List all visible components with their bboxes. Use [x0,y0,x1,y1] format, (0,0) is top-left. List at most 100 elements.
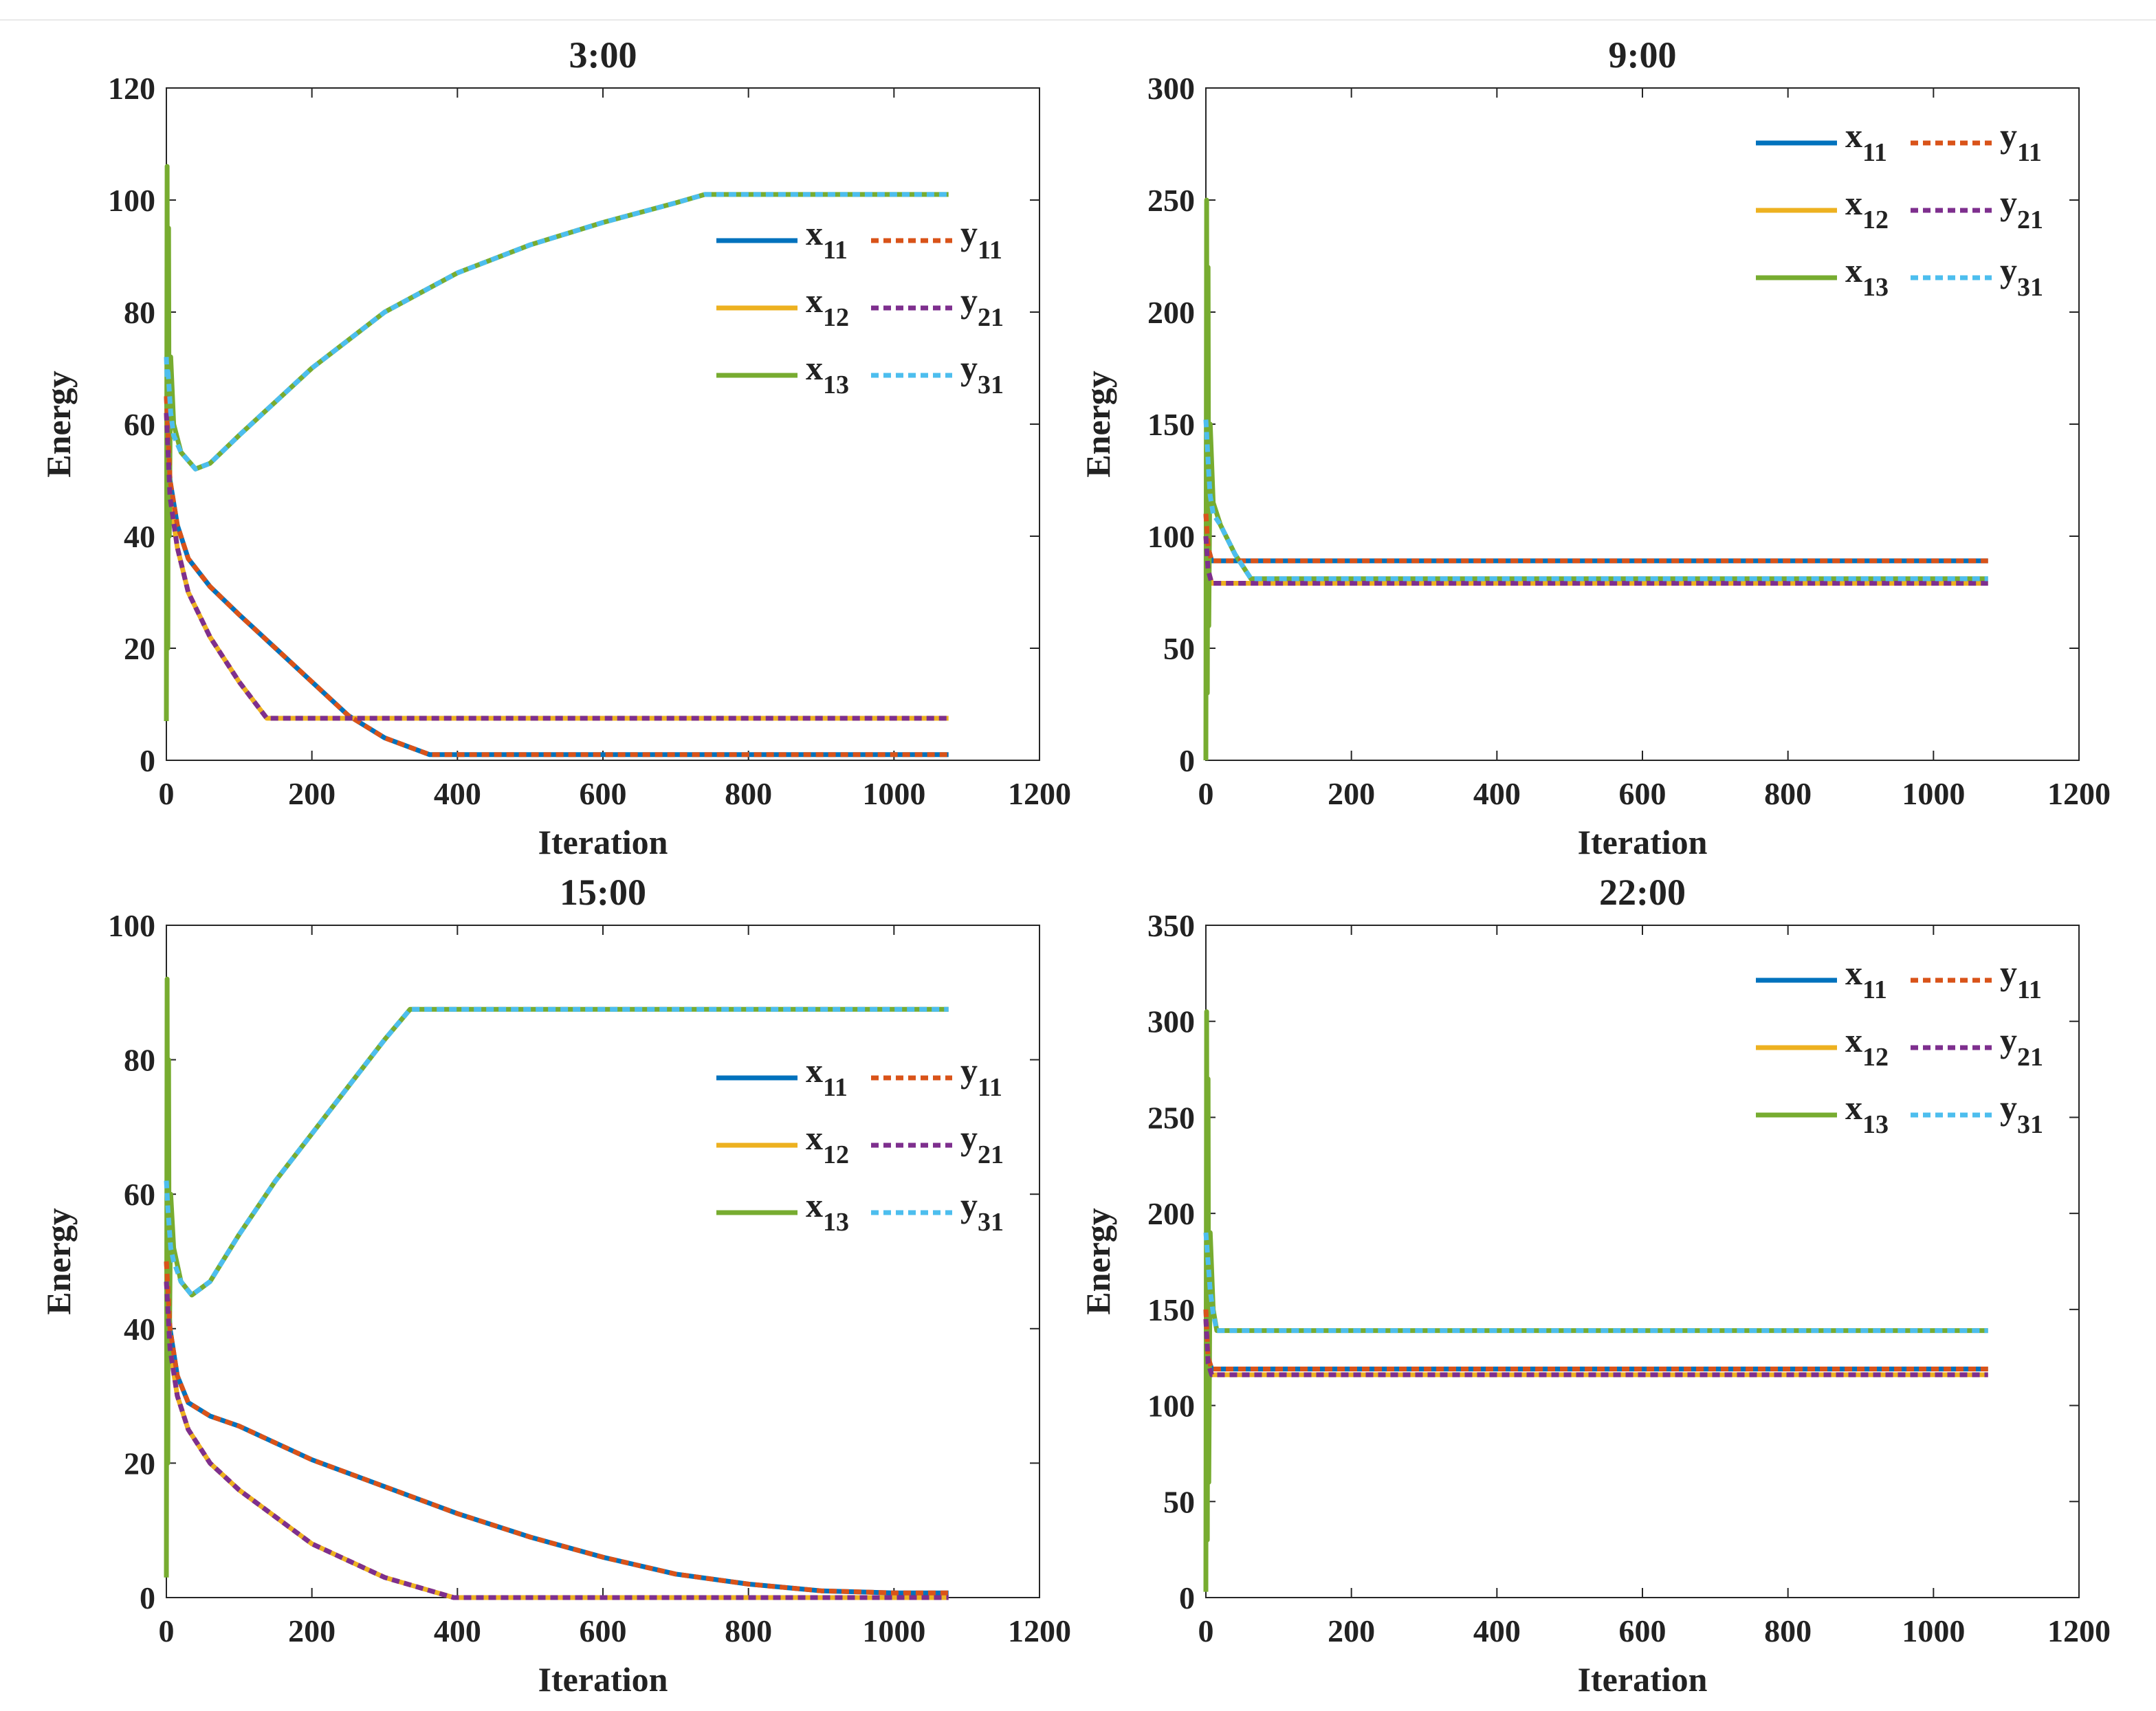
legend-label: x12 [1845,184,1889,234]
chart-title: 15:00 [560,872,646,913]
legend-label: y31 [2000,1088,2043,1139]
legend-entry-y31: y31 [1911,1088,2043,1139]
legend-entry-x13: x13 [716,1186,849,1237]
y-tick-label: 0 [140,743,155,778]
series-line-y21 [1203,1318,1988,1378]
chart-panel-1: 0 200 400 600 800 1000 1200 0 20 40 60 80 100 120 3:00… [39,34,1071,861]
legend-entry-x11: x11 [716,1051,848,1102]
series-line-x11 [1203,1309,1988,1371]
x-tick-label: 400 [1473,776,1521,811]
y-tick-label: 250 [1147,183,1195,218]
top-divider [0,19,2156,21]
legend-label: x11 [1845,116,1887,167]
x-tick-label: 0 [159,776,175,811]
legend-entry-y31: y31 [871,349,1004,399]
y-tick-label: 60 [124,1177,155,1212]
x-tick-label: 1200 [1008,776,1071,811]
y-tick-label: 350 [1147,908,1195,943]
legend-label: y31 [2000,251,2043,302]
series-line-x11 [164,396,949,758]
series-line-y31 [164,192,949,472]
legend-entry-x11: x11 [1756,116,1887,167]
legend-entry-x12: x12 [1756,184,1889,234]
legend-entry-x11: x11 [716,214,848,265]
legend-label: y21 [2000,184,2043,234]
x-tick-label: 200 [288,776,336,811]
y-tick-label: 20 [124,1446,155,1481]
y-tick-label: 200 [1147,1196,1195,1231]
chart-panel-2: 0 200 400 600 800 1000 1200 0 50 100 150 200 250 300 9… [1079,34,2111,861]
legend-label: y11 [960,1051,1002,1102]
x-tick-label: 0 [159,1613,175,1648]
y-tick-label: 50 [1163,631,1195,666]
series-line-y21 [164,412,949,721]
legend-label: y21 [960,281,1004,332]
legend-label: x11 [806,1051,848,1102]
chart-title: 9:00 [1609,34,1677,76]
series-line-y21 [1203,536,1988,586]
legend-label: y21 [2000,1021,2043,1072]
x-tick-label: 800 [1764,1613,1812,1648]
series-line-y31 [1203,419,1988,582]
legend-entry-y21: y21 [1911,184,2043,234]
y-tick-label: 80 [124,295,155,330]
x-tick-label: 0 [1198,1613,1214,1648]
y-tick-label: 100 [108,908,155,943]
x-axis-label: Iteration [538,1660,668,1699]
y-tick-label: 300 [1147,1004,1195,1039]
legend-label: x12 [806,1118,849,1169]
y-tick-label: 100 [108,183,155,218]
legend-entry-y21: y21 [871,1118,1004,1169]
legend-label: y21 [960,1118,1004,1169]
y-tick-label: 0 [1179,743,1195,778]
series-line-x13 [164,976,949,1578]
x-tick-label: 1000 [862,776,925,811]
x-tick-label: 600 [1619,1613,1666,1648]
y-axis-label: Energy [39,371,78,478]
legend-entry-x13: x13 [1756,251,1889,302]
legend-entry-x12: x12 [1756,1021,1889,1072]
y-tick-label: 300 [1147,71,1195,106]
legend-entry-y31: y31 [1911,251,2043,302]
legend-entry-x11: x11 [1756,953,1887,1004]
y-tick-label: 100 [1147,519,1195,554]
x-tick-label: 800 [1764,776,1812,811]
legend-label: x11 [1845,953,1887,1004]
series-line-y11 [164,1261,949,1596]
y-tick-label: 50 [1163,1484,1195,1519]
x-tick-label: 200 [1328,776,1375,811]
y-axis-label: Energy [1079,371,1117,478]
y-tick-label: 120 [108,71,155,106]
legend-label: x11 [806,214,848,265]
chart-panel-4: 0 200 400 600 800 1000 1200 0 50 100 150 200 250 300 3… [1079,872,2111,1699]
x-tick-label: 600 [580,1613,627,1648]
y-tick-label: 40 [124,1312,155,1347]
series-line-y31 [164,1006,949,1298]
legend-entry-x12: x12 [716,281,849,332]
series-line-y21 [164,1281,949,1600]
x-tick-label: 200 [1328,1613,1375,1648]
x-tick-label: 400 [1473,1613,1521,1648]
y-tick-label: 80 [124,1043,155,1078]
series-line-x13 [1203,1009,1988,1592]
y-tick-label: 150 [1147,407,1195,442]
legend-label: x13 [806,1186,849,1237]
y-tick-label: 250 [1147,1100,1195,1135]
y-tick-label: 40 [124,519,155,554]
series-line-y11 [164,396,949,758]
x-axis-label: Iteration [538,823,668,861]
y-tick-label: 200 [1147,295,1195,330]
legend-entry-y11: y11 [871,1051,1002,1102]
x-axis-label: Iteration [1578,823,1708,861]
series-line-x12 [1203,1318,1988,1378]
legend-label: x13 [1845,251,1889,302]
y-axis-label: Energy [39,1208,78,1315]
plot-frame [1205,87,2080,761]
x-tick-label: 1200 [2047,776,2111,811]
y-tick-label: 60 [124,407,155,442]
x-tick-label: 800 [725,1613,772,1648]
x-tick-label: 1000 [1902,776,1965,811]
series-line-x12 [164,412,949,721]
legend-label: y11 [2000,953,2042,1004]
